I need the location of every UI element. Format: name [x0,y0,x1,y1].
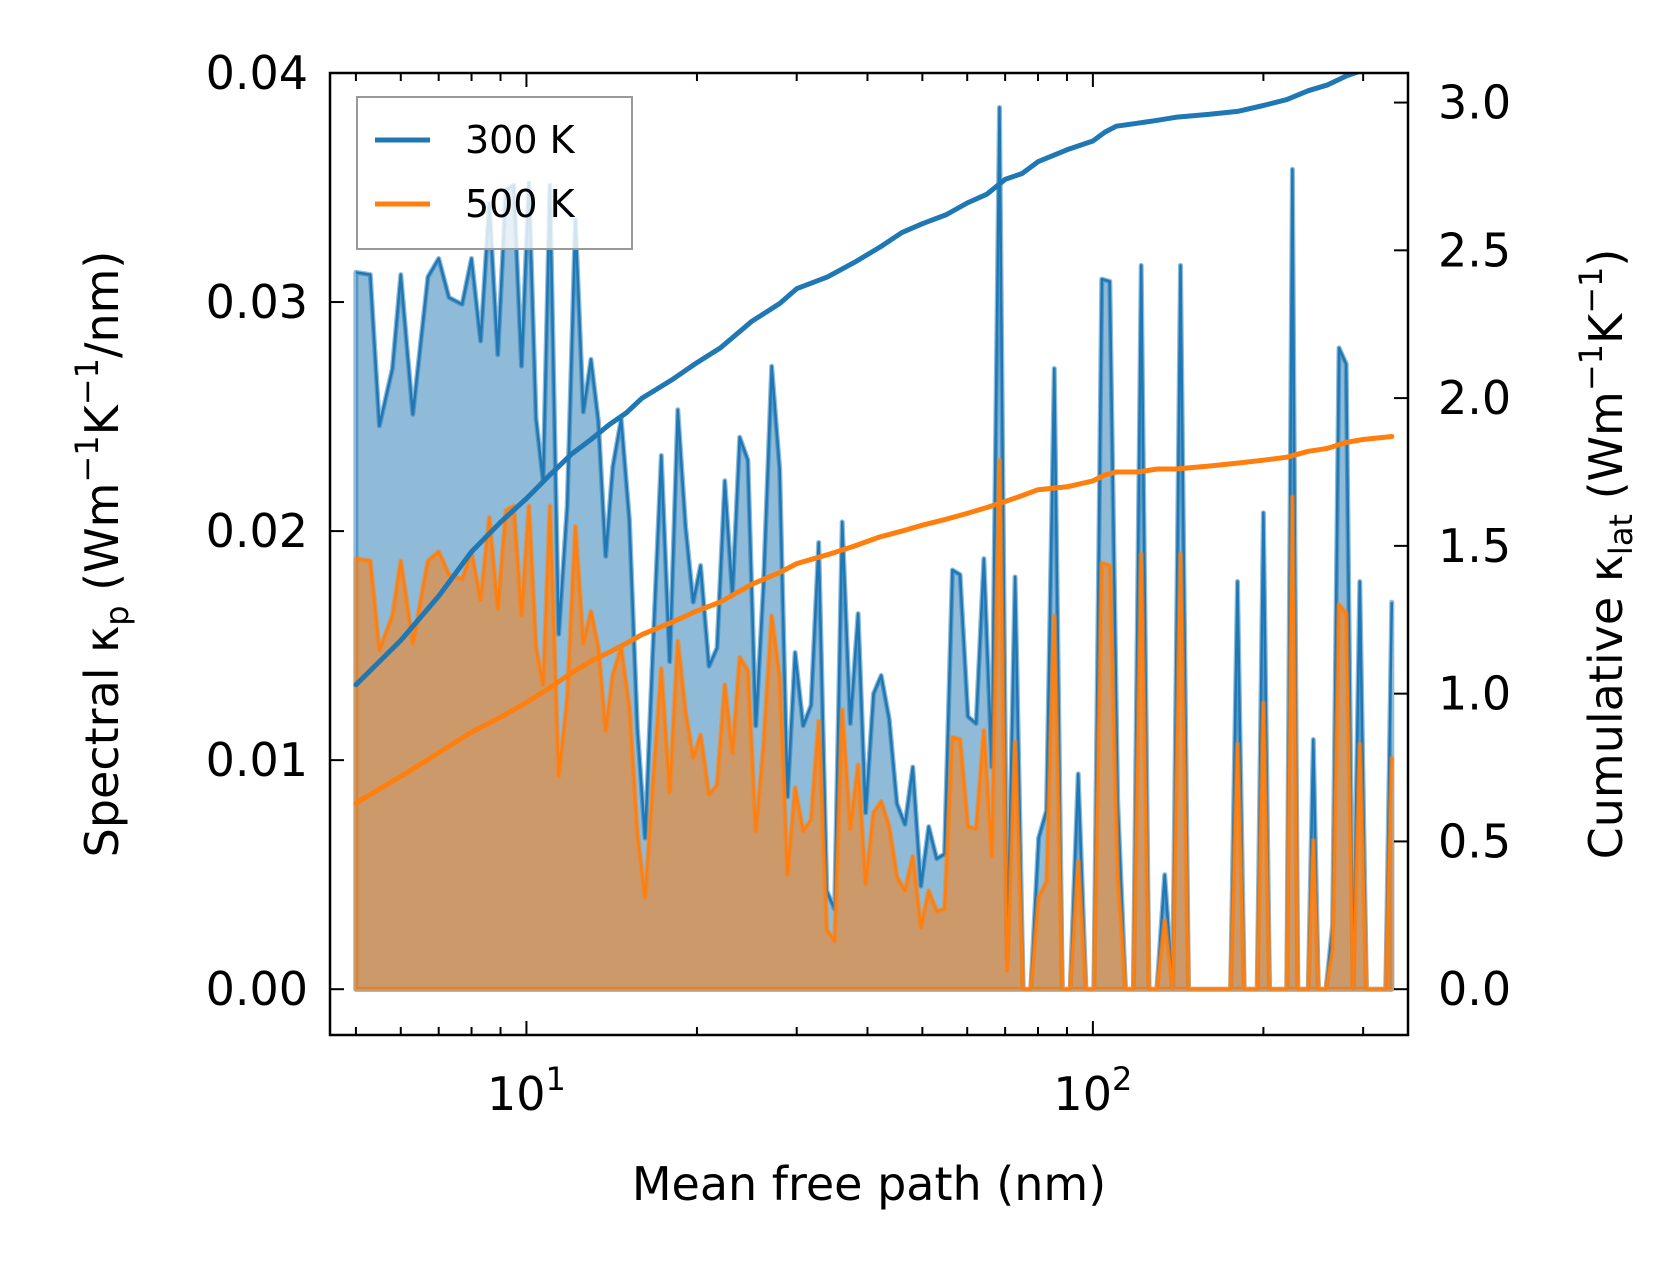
legend-box [356,96,633,250]
y-right-tick-label: 2.0 [1438,371,1511,425]
axes: 101 102 0.00 0.01 0.02 0.03 0.04 0.0 0.5 1.0 1.5 2.… [68,46,1640,1211]
axes-frame [328,71,1410,1037]
y-right-tick-label: 1.5 [1438,519,1511,573]
y-left-tick-label: 0.01 [206,733,308,787]
series-500-k-spectral-line [355,458,1394,991]
legend-label: 500 K [465,182,576,226]
y-right-tick-label: 1.0 [1438,667,1511,721]
y-right-tick-label: 0.5 [1438,814,1511,868]
x-tick-label: 102 [1053,1060,1132,1121]
y-left-tick-label: 0.02 [206,504,308,558]
x-axis-title: Mean free path (nm) [632,1157,1106,1211]
legend-label: 300 K [465,118,576,162]
y-right-tick-label: 0.0 [1438,962,1511,1016]
y-left-tick-label: 0.00 [206,962,308,1016]
y-left-tick-label: 0.04 [206,46,308,100]
y-left-tick-label: 0.03 [206,275,308,329]
y-right-tick-label: 2.5 [1438,223,1511,277]
x-tick-label: 101 [487,1060,566,1121]
y-right-tick-label: 3.0 [1438,76,1511,130]
plot-content [353,73,1395,992]
plot-area [353,73,1395,992]
series-500-k-cumulative-line [353,434,1395,806]
legend: 300 K 500 K [356,96,633,250]
y-right-axis-title: Cumulative κlat (Wm−1K−1) [1572,249,1640,860]
series-300-k-cumulative-line [353,73,1363,688]
y-left-axis-title: Spectral κp (Wm−1K−1/nm) [68,251,136,858]
